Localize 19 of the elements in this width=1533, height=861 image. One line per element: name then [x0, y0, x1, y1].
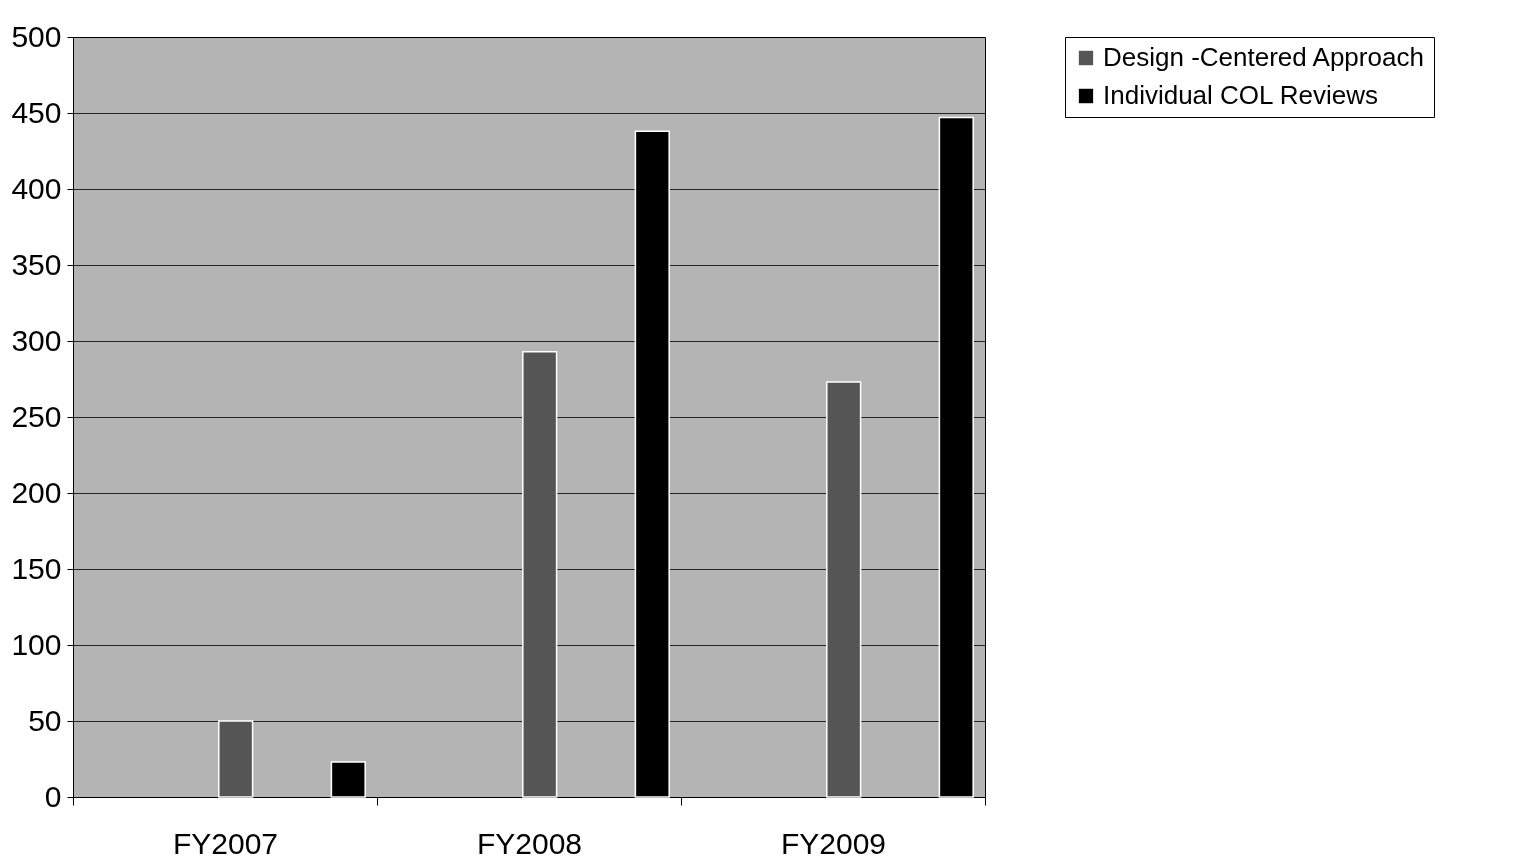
- y-tick-label: 100: [11, 627, 62, 661]
- y-tick-label: 450: [11, 95, 62, 129]
- x-tick-label: FY2007: [172, 826, 279, 860]
- x-tick-label: FY2009: [780, 826, 887, 860]
- y-tick-label: 200: [11, 475, 62, 509]
- legend-label: Design -Centered Approach: [1103, 42, 1424, 72]
- y-tick-label: 400: [11, 171, 62, 205]
- y-tick-label: 300: [11, 323, 62, 357]
- bar: [826, 381, 862, 798]
- y-tick-label: 150: [11, 551, 62, 585]
- legend-label: Individual COL Reviews: [1103, 80, 1379, 110]
- y-tick-label: 250: [11, 399, 62, 433]
- y-tick-label: 350: [11, 247, 62, 281]
- bar: [522, 350, 558, 798]
- x-tick-label: FY2008: [476, 826, 583, 860]
- y-tick-label: 500: [11, 19, 62, 53]
- y-tick-label: 50: [28, 703, 62, 737]
- y-tick-label: 0: [44, 779, 62, 813]
- bar: [218, 720, 254, 798]
